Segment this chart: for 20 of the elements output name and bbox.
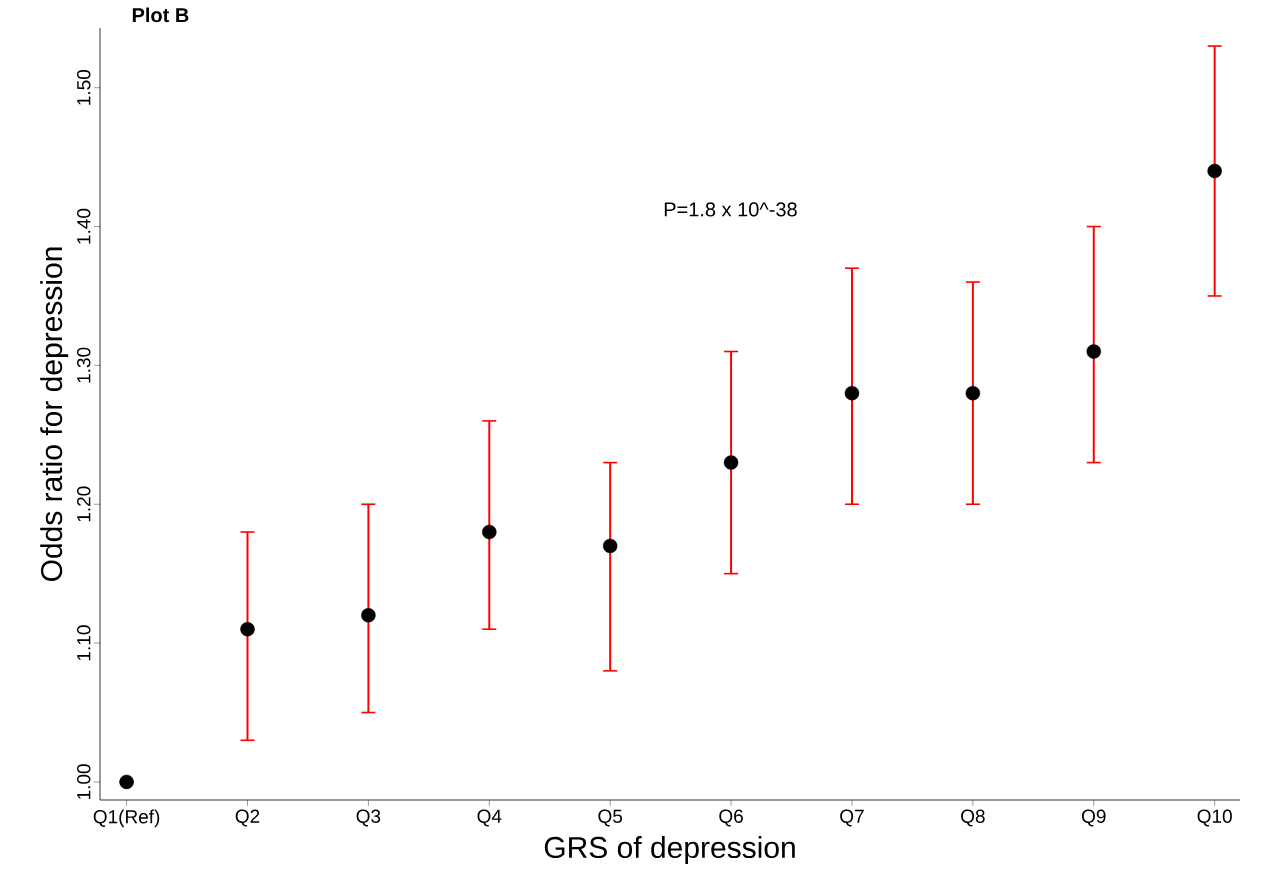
chart-title: Plot B [132, 7, 189, 23]
x-tick-label: Q8 [961, 809, 985, 827]
y-tick-label: 1.10 [77, 625, 91, 661]
x-tick-label: Q4 [477, 809, 502, 827]
x-tick-label: Q3 [356, 809, 381, 827]
y-tick-label: 1.30 [77, 347, 91, 383]
y-tick-label: 1.00 [77, 764, 91, 799]
x-axis-title: GRS of depression [544, 836, 795, 865]
x-tick-label: Q2 [235, 809, 260, 827]
annotation: P=1.8 x 10^-38 [664, 202, 797, 217]
x-tick-label: Q6 [719, 809, 743, 827]
x-tick-label: Q10 [1197, 809, 1232, 827]
y-tick-label: 1.50 [77, 69, 91, 105]
y-tick-label: 1.20 [77, 486, 91, 522]
x-tick-label: Q9 [1081, 809, 1106, 827]
x-tick-label: Q5 [598, 809, 623, 827]
x-tick-label: Q7 [840, 809, 864, 827]
x-tick-label: Q1(Ref) [93, 809, 160, 828]
y-tick-label: 1.40 [77, 208, 91, 244]
y-axis-title: Odds ratio for depression [40, 247, 69, 581]
